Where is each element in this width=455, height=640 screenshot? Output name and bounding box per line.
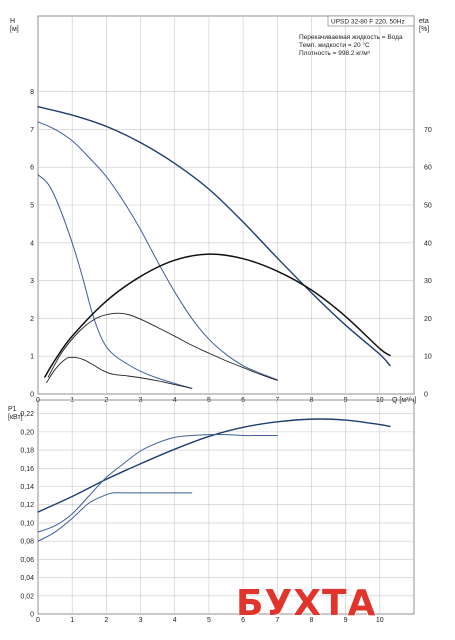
top-series-line-5 [47,312,278,381]
x-tick-label: 0 [36,617,40,624]
top-y-axis-name: H [м] [10,18,19,33]
bottom-plot-frame [37,399,415,615]
power-panel: 0 1 2 3 4 5 6 7 8 9 10 0 0,02 0,04 0,06 0,08 0,10 0,12 0,1… [8,399,415,624]
y-tick-label: 0,02 [20,593,34,600]
y-tick-label: 7 [30,127,34,134]
y-tick-label: 8 [30,89,34,96]
x-tick-label: 7 [275,617,279,624]
y-tick-label: 6 [30,165,34,172]
top-tick-labels: 012345678910012345678010203040506070 [30,89,432,404]
y-tick-label: 5 [30,203,34,210]
y-tick-label: 0 [30,392,34,399]
y-tick-label: 0,20 [20,429,34,436]
top-y2-axis-name: eta [%] [419,18,429,33]
y-tick-label: 3 [30,278,34,285]
bottom-series [37,418,391,542]
info-line-fluid: Перекачиваемая жидкость = Вода [299,34,403,41]
y-tick-label: 2 [30,316,34,323]
x-tick-label: 2 [104,617,108,624]
top-grid [38,16,414,394]
top-series-line-6 [46,356,193,389]
y-tick-label: 0,10 [20,520,34,527]
info-line-temp: Темп. жидкости = 20 °C [299,41,370,49]
y2-tick-label: 0 [424,392,428,399]
model-box [327,15,415,27]
x-tick-label: 10 [376,617,384,624]
x-tick-label: 1 [70,617,74,624]
x-tick-label: 5 [207,617,211,624]
y2-tick-label: 10 [424,354,432,361]
y2-tick-label: 20 [424,316,432,323]
y-tick-label: 0,06 [20,557,34,564]
watermark-logo: БУХТА [236,583,376,624]
y-tick-label: 0,18 [20,448,34,455]
x-tick-label: 3 [139,617,143,624]
x-tick-label: 6 [241,617,245,624]
y-tick-label: 0,12 [20,502,34,509]
head-efficiency-panel: 012345678910012345678010203040506070 H[м… [10,15,432,404]
model-label: UPSD 32-80 F 220, 50Hz [331,19,405,26]
top-series-line-3 [37,174,193,389]
top-x-axis-name: Q [м³/ч] [392,397,416,404]
x-tick-label: 9 [344,617,348,624]
bottom-series-line-1 [37,418,391,513]
y2-tick-label: 30 [424,278,432,285]
y-tick-label: 0,08 [20,539,34,546]
y-tick-label: 0,14 [20,484,34,491]
top-series [37,106,391,389]
bottom-grid [38,400,414,614]
y-tick-label: 1 [30,354,34,361]
bottom-series-line-3 [37,492,193,542]
top-series-line-4 [44,253,391,378]
y2-tick-label: 60 [424,165,432,172]
info-line-density: Плотность = 998.2 кг/м³ [299,50,371,57]
y-tick-label: 0 [30,612,34,619]
y-tick-label: 4 [30,240,34,247]
x-tick-label: 4 [173,617,177,624]
x-tick-label: 8 [310,617,314,624]
y-tick-label: 0,22 [20,411,34,418]
top-series-line-1 [37,106,391,367]
bottom-y-axis-name: P1 [кВт] [8,406,23,421]
y-tick-label: 0,04 [20,575,34,582]
y-tick-label: 0,16 [20,466,34,473]
bottom-tick-labels: 0 1 2 3 4 5 6 7 8 9 10 0 0,02 0,04 0,06 0,08 0,10 0,12 0,1… [20,411,383,624]
y2-tick-label: 70 [424,127,432,134]
y2-tick-label: 40 [424,240,432,247]
top-series-line-2 [37,121,278,381]
bottom-series-line-2 [37,433,278,533]
y2-tick-label: 50 [424,203,432,210]
